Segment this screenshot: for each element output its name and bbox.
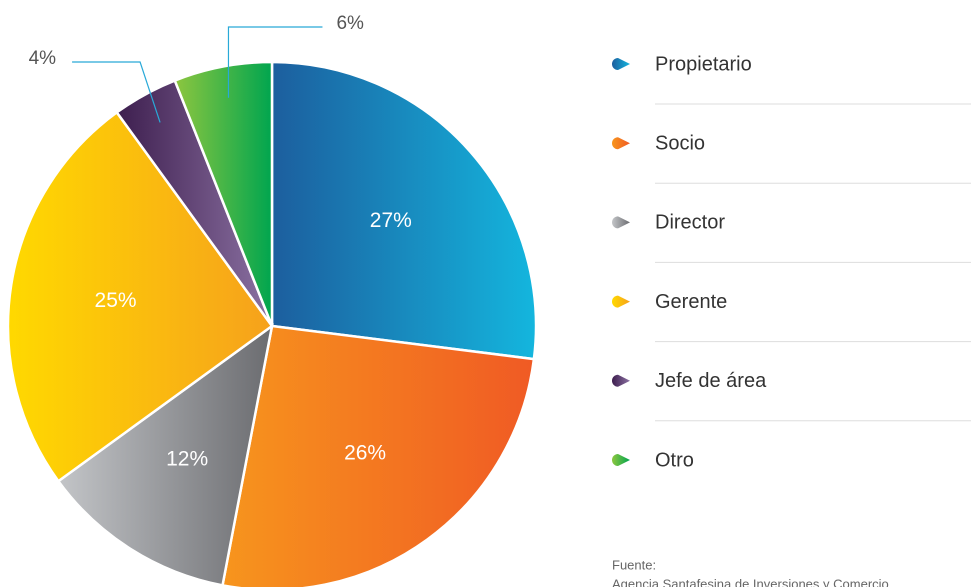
pie-slice xyxy=(56,323,274,587)
legend-item: Otro xyxy=(612,449,694,471)
legend-label: Otro xyxy=(655,449,694,471)
legend-label: Gerente xyxy=(655,291,727,313)
legend-marker xyxy=(612,216,630,229)
slice-label: 26% xyxy=(344,442,386,465)
legend-item: Propietario xyxy=(612,53,752,75)
legend-item: Director xyxy=(612,212,725,234)
legend-item: Jefe de área xyxy=(612,370,767,392)
source: Agencia Santafesina de Inversiones y Com… xyxy=(612,576,889,587)
slice-label: 12% xyxy=(166,447,208,470)
legend-item: Socio xyxy=(612,132,705,154)
pie-slice xyxy=(221,324,536,587)
legend-marker xyxy=(612,295,630,308)
legend-label: Socio xyxy=(655,132,705,154)
slice-label: 25% xyxy=(95,289,137,312)
pie-slice xyxy=(270,60,538,361)
legend-label: Propietario xyxy=(655,53,752,75)
leader-line xyxy=(227,26,323,98)
legend-marker xyxy=(612,137,630,150)
source-label: Fuente: xyxy=(612,557,656,572)
legend-marker xyxy=(612,58,630,70)
legend-item: Gerente xyxy=(612,291,727,313)
legend-label: Jefe de área xyxy=(655,370,767,392)
leader-line xyxy=(72,61,161,123)
legend-marker xyxy=(612,374,630,387)
legend-label: Director xyxy=(655,212,725,234)
legend-marker xyxy=(612,454,630,466)
pie-slice xyxy=(6,110,274,483)
slice-label: 27% xyxy=(370,209,412,232)
slice-label: 6% xyxy=(336,13,364,34)
pie-slice xyxy=(173,60,274,327)
slice-label: 4% xyxy=(29,48,57,69)
